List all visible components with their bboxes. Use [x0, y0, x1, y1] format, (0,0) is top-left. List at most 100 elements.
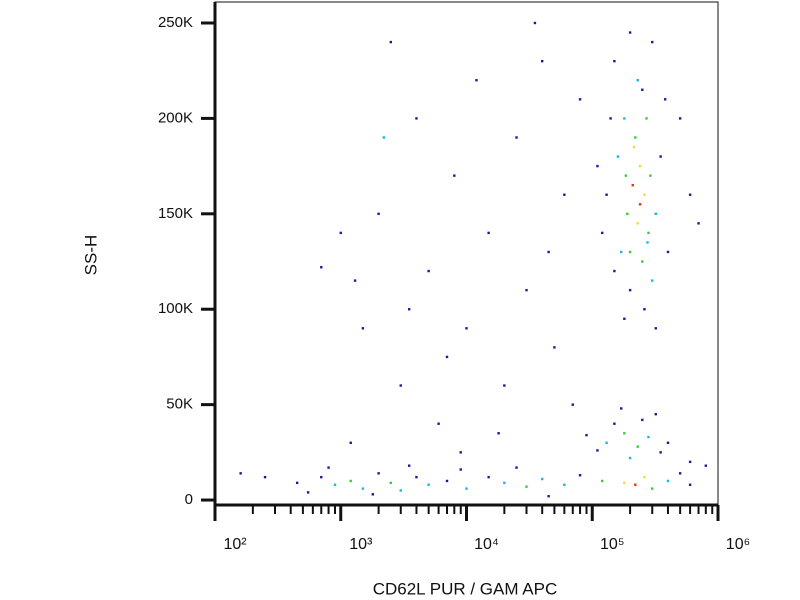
data-point [306, 491, 310, 494]
data-point [475, 79, 478, 82]
data-point [659, 451, 662, 454]
data-point [327, 466, 330, 469]
data-point [620, 250, 623, 254]
data-point [638, 203, 642, 206]
data-point [634, 136, 637, 139]
data-point [263, 475, 267, 479]
data-point [503, 481, 506, 485]
data-point [465, 487, 468, 490]
data-point [641, 418, 644, 422]
data-point [623, 317, 626, 320]
data-point [623, 432, 626, 435]
data-point [596, 449, 599, 452]
data-point [688, 460, 692, 464]
data-point [649, 174, 652, 177]
data-point [609, 117, 612, 120]
data-point [636, 79, 639, 82]
plot-frame [214, 1, 719, 506]
data-point [688, 193, 692, 196]
data-point [651, 487, 654, 490]
data-point [654, 327, 657, 330]
data-point [643, 193, 646, 196]
x-tick-label: 10⁶ [726, 536, 750, 553]
data-point [646, 241, 649, 244]
data-point [666, 441, 670, 444]
x-tick-label: 10³ [349, 536, 373, 553]
data-point [659, 155, 662, 158]
data-point [628, 288, 632, 292]
data-point [415, 475, 418, 479]
data-point [371, 493, 375, 496]
data-point [654, 212, 657, 216]
y-tick-label: 250K [158, 14, 193, 31]
data-point [697, 222, 700, 225]
data-point [636, 222, 639, 225]
y-tick-label: 100K [158, 300, 193, 317]
data-point [678, 117, 682, 120]
data-point [596, 164, 599, 168]
data-point [427, 483, 430, 486]
data-point [647, 231, 650, 235]
data-point [601, 231, 604, 235]
x-axis-label: CD62L PUR / GAM APC [373, 579, 558, 598]
data-point [666, 479, 670, 483]
data-point [437, 422, 440, 425]
data-point [515, 136, 518, 139]
data-point [620, 407, 623, 410]
data-point [349, 441, 352, 444]
data-point [601, 479, 604, 483]
data-point [605, 441, 608, 444]
data-point [339, 231, 342, 235]
data-point [643, 308, 646, 311]
data-point [541, 477, 544, 481]
data-point [613, 422, 616, 425]
data-point [578, 98, 582, 101]
data-point [654, 412, 657, 416]
data-point [704, 464, 708, 467]
data-point [399, 489, 402, 492]
data-point [333, 483, 337, 486]
data-point [349, 479, 352, 483]
data-point [613, 269, 616, 273]
data-point [407, 308, 411, 311]
data-point [624, 174, 628, 177]
x-tick-label: 10² [223, 536, 247, 553]
data-point [571, 403, 574, 406]
data-point [377, 212, 380, 216]
data-point [666, 250, 670, 254]
data-point [616, 155, 620, 158]
data-point [515, 466, 518, 469]
data-point [623, 481, 626, 485]
data-point [547, 250, 550, 254]
y-tick-label: 50K [166, 396, 193, 413]
data-point [578, 474, 582, 477]
data-point [533, 21, 537, 25]
data-point [678, 472, 682, 475]
data-point [361, 487, 365, 490]
data-point [641, 88, 644, 91]
data-point [647, 435, 650, 439]
data-point [525, 485, 528, 488]
data-point [688, 483, 692, 486]
data-point [628, 456, 632, 460]
data-point [636, 445, 639, 448]
data-point [651, 279, 654, 282]
data-point [645, 117, 648, 120]
data-point [585, 433, 588, 437]
data-point [239, 472, 242, 475]
data-point [638, 164, 642, 168]
data-point [320, 266, 323, 269]
data-point [497, 432, 500, 435]
y-axis-label: SS-H [81, 235, 100, 276]
data-point [553, 346, 556, 349]
data-point [399, 384, 402, 387]
data-point [427, 269, 430, 273]
data-point [361, 327, 365, 330]
data-point [459, 451, 462, 454]
data-point [541, 59, 544, 63]
data-point [445, 479, 449, 483]
data-point [632, 145, 636, 149]
data-point [465, 327, 468, 330]
data-point [631, 183, 634, 187]
